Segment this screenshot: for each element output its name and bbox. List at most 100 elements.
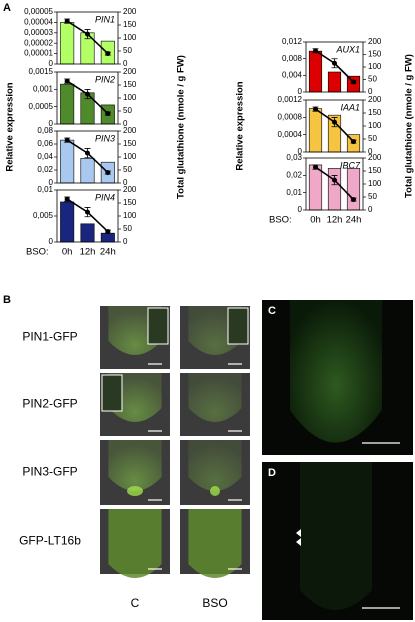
y-tick-label: 0,03 (286, 153, 302, 162)
y-tick-label: 0 (49, 237, 54, 246)
bar (60, 22, 75, 65)
glutathione-point (105, 111, 111, 117)
y2-tick-label: 150 (368, 166, 382, 175)
x-tick-label: 0h (62, 247, 73, 258)
glutathione-point (351, 79, 356, 85)
bar (346, 168, 361, 211)
micrographs (100, 306, 250, 578)
bar (100, 232, 115, 243)
y2-tick-label: 100 (123, 211, 137, 220)
glutathione-point (64, 196, 70, 202)
glutathione-point (351, 139, 356, 145)
y-tick-label: 0,0005 (29, 102, 54, 111)
bar (308, 108, 323, 153)
y2-tick-label: 100 (123, 93, 137, 102)
y-tick-label: 0,02 (286, 170, 302, 179)
root (188, 440, 242, 491)
y2-tick-label: 150 (368, 108, 382, 117)
y-tick-label: 0,02 (37, 165, 53, 174)
panel-letter: C (268, 305, 276, 317)
y2-tick-label: 0 (368, 205, 373, 214)
y-tick-label: 0 (298, 205, 303, 214)
y-tick-label: 0,001 (33, 84, 54, 93)
gene-label: IAA1 (340, 102, 360, 112)
y2-tick-label: 100 (368, 62, 382, 71)
glutathione-point (332, 177, 337, 183)
y2-tick-label: 150 (123, 139, 137, 148)
row-label: GFP-LT16b (19, 534, 81, 548)
y-tick-label: 0,00002 (24, 38, 53, 47)
y2-tick-label: 50 (368, 192, 377, 201)
y2-tick-label: 200 (123, 67, 137, 76)
y-tick-label: 0,012 (282, 37, 303, 46)
bar (80, 223, 95, 243)
inset (147, 307, 169, 345)
y-tick-label: 0,0008 (278, 112, 303, 121)
x-prefix: BSO: (26, 247, 49, 258)
y2-tick-label: 50 (123, 106, 132, 115)
y2-tick-label: 50 (123, 224, 132, 233)
y-tick-label: 0,004 (282, 70, 303, 79)
y-tick-label: 0 (298, 147, 303, 156)
y2-tick-label: 150 (123, 80, 137, 89)
glutathione-point (332, 119, 337, 125)
y-tick-label: 0,08 (37, 126, 53, 135)
gene-label: PIN4 (95, 192, 115, 202)
y-tick-label: 0 (49, 178, 54, 187)
y2-tick-label: 200 (368, 37, 382, 46)
axis-title: Total glutathione (nmole / g FW) (176, 55, 187, 199)
column-label: BSO (202, 596, 227, 610)
y-tick-label: 0,00005 (24, 7, 53, 16)
arrowhead (296, 529, 301, 546)
panel-letter: B (3, 294, 11, 306)
gfp-spot (127, 486, 143, 496)
y2-tick-label: 100 (123, 152, 137, 161)
panel-letter: A (3, 2, 11, 14)
glutathione-point (313, 106, 318, 112)
gene-label: PIN2 (95, 74, 115, 84)
bar (327, 71, 342, 93)
y2-tick-label: 200 (368, 153, 382, 162)
glutathione-point (64, 137, 70, 143)
y2-tick-label: 50 (368, 75, 377, 84)
gene-label: IBC7 (340, 160, 361, 170)
glutathione-point (313, 164, 318, 170)
root (108, 440, 162, 491)
y2-tick-label: 150 (123, 20, 137, 29)
y-tick-label: 0 (49, 59, 54, 68)
root (290, 300, 382, 443)
gene-label: PIN3 (95, 133, 115, 143)
y-tick-label: 0,0004 (278, 130, 303, 139)
y-tick-label: 0 (298, 87, 303, 96)
gfp-spot (210, 486, 220, 496)
y-tick-label: 0,008 (282, 54, 303, 63)
y2-tick-label: 50 (123, 46, 132, 55)
inset (227, 307, 249, 345)
y-tick-label: 0,00004 (24, 18, 53, 27)
bar (60, 201, 75, 243)
x-tick-label: 0h (310, 215, 321, 226)
glutathione-point (64, 18, 70, 24)
y2-tick-label: 50 (123, 165, 132, 174)
x-tick-label: 12h (327, 215, 343, 226)
bar (60, 83, 75, 125)
gene-label: AUX1 (335, 44, 360, 54)
y2-tick-label: 0 (123, 237, 128, 246)
bar (308, 164, 323, 211)
axis-title: Total glutathione (nmole / g FW) (404, 54, 415, 198)
glutathione-point (85, 209, 90, 215)
glutathione-point (332, 60, 337, 66)
y2-tick-label: 200 (368, 95, 382, 104)
y-tick-label: 0,00003 (24, 28, 53, 37)
y-tick-label: 0,01 (37, 185, 53, 194)
x-tick-label: 24h (100, 247, 116, 258)
x-prefix: BSO: (269, 215, 292, 226)
glutathione-point (105, 229, 111, 235)
bar (327, 168, 342, 211)
y2-tick-label: 200 (123, 185, 137, 194)
y2-tick-label: 0 (123, 59, 128, 68)
glutathione-point (85, 31, 90, 37)
root (108, 509, 162, 578)
row-label: PIN1-GFP (22, 330, 77, 344)
